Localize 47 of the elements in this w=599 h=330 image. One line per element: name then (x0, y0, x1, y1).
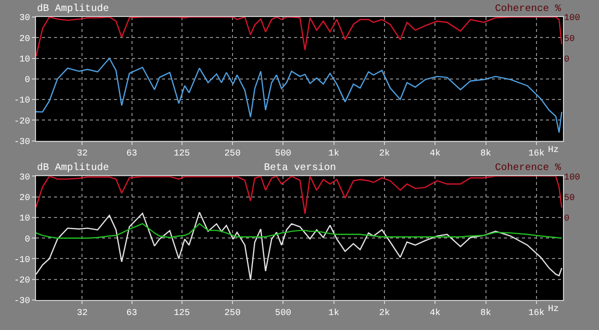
x-axis-title: Hz (548, 304, 559, 314)
x-tick-label: 63 (126, 148, 138, 159)
y-tick-label: 10 (19, 214, 30, 224)
y-tick-label: -30 (14, 296, 30, 306)
x-tick-label: 1k (328, 308, 340, 318)
x-tick-label: 2k (379, 308, 390, 318)
y-tick-label: 20 (19, 192, 30, 203)
y-tick-label: -20 (14, 276, 30, 286)
x-tick-label: 250 (224, 308, 241, 318)
x-tick-label: 250 (224, 148, 241, 159)
x-tick-label: 125 (174, 308, 190, 318)
y-tick-label: 10 (19, 54, 30, 64)
y-tick-label: 0 (24, 234, 30, 244)
y2-tick-label: 0 (564, 54, 570, 64)
x-tick-label: 2k (379, 148, 390, 159)
x-tick-label: 8k (480, 148, 492, 159)
x-tick-label: 4k (430, 308, 441, 318)
y-tick-label: -10 (14, 96, 30, 106)
x-tick-label: 16k (528, 148, 545, 159)
x-tick-label: 16k (528, 308, 545, 318)
x-tick-label: 125 (174, 148, 190, 159)
y2-tick-label: 50 (564, 34, 575, 44)
y2-axis-title: Coherence % (495, 162, 562, 174)
y-tick-label: -30 (14, 136, 30, 147)
chart-title: Beta version (264, 162, 336, 174)
x-tick-label: 4k (430, 148, 441, 159)
y2-axis-title: Coherence % (495, 3, 562, 15)
x-tick-label: 1k (328, 148, 340, 159)
x-tick-label: 63 (126, 308, 138, 318)
x-axis-title: Hz (548, 145, 559, 155)
y-axis-title: dB Amplitude (37, 3, 110, 15)
x-tick-label: 32 (76, 148, 88, 159)
x-tick-label: 32 (76, 308, 88, 318)
y-tick-label: 30 (19, 172, 30, 182)
y-axis-title: dB Amplitude (37, 162, 110, 174)
y2-tick-label: 0 (564, 214, 570, 224)
y-tick-label: 20 (19, 34, 30, 44)
y-tick-label: 0 (24, 75, 30, 86)
x-tick-label: 8k (480, 308, 492, 318)
y2-tick-label: 100 (564, 13, 580, 24)
y2-tick-label: 100 (564, 172, 580, 182)
y-tick-label: -20 (14, 116, 30, 126)
y-tick-label: 30 (19, 13, 30, 24)
y-tick-label: -10 (14, 254, 30, 265)
x-tick-label: 500 (275, 308, 292, 318)
x-tick-label: 500 (275, 148, 292, 159)
y2-tick-label: 50 (564, 192, 575, 203)
